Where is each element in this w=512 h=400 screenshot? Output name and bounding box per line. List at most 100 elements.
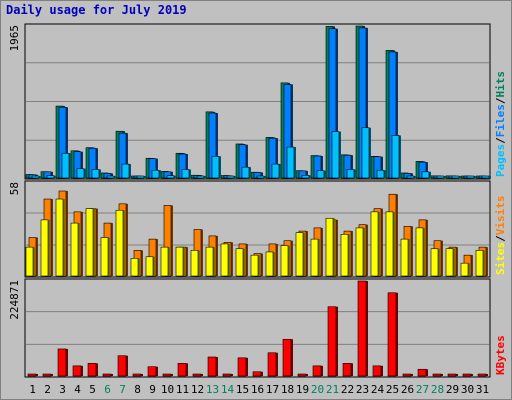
bar-pages-day-18 <box>286 146 295 179</box>
bar-pages-day-8 <box>136 175 145 179</box>
bar-kbytes-day-25 <box>387 292 397 377</box>
bar-pages-day-1 <box>31 175 40 179</box>
x-tick-day-1: 1 <box>29 383 36 396</box>
bar-sites-day-16 <box>250 254 259 277</box>
bar-sites-day-23 <box>355 227 364 277</box>
bar-pages-day-10 <box>166 175 175 179</box>
x-tick-day-14: 14 <box>221 383 235 396</box>
bar-kbytes-day-31 <box>477 373 487 377</box>
x-tick-day-3: 3 <box>59 383 66 396</box>
bar-sites-day-19 <box>295 232 304 277</box>
bar-sites-day-4 <box>70 222 79 277</box>
bar-sites-day-31 <box>475 250 484 277</box>
bar-kbytes-day-13 <box>207 356 217 377</box>
bar-pages-day-4 <box>76 168 85 179</box>
bar-sites-day-14 <box>220 243 229 277</box>
bar-pages-day-24 <box>376 169 385 179</box>
legend-item-sites: Sites <box>494 242 507 275</box>
bar-kbytes-day-27 <box>417 368 427 377</box>
bar-kbytes-day-17 <box>267 352 277 377</box>
legend-item-pages: Pages <box>494 144 507 177</box>
x-tick-day-5: 5 <box>89 383 96 396</box>
ymax-label-visits-sites: 58 <box>8 182 21 195</box>
bar-pages-day-22 <box>346 169 355 179</box>
x-tick-day-30: 30 <box>461 383 474 396</box>
bar-kbytes-day-12 <box>192 373 202 377</box>
legend-item-visits: Visits <box>494 196 507 236</box>
bar-sites-day-20 <box>310 238 319 277</box>
x-tick-day-17: 17 <box>266 383 279 396</box>
bar-pages-day-26 <box>406 175 415 179</box>
bar-pages-day-21 <box>331 131 340 179</box>
bar-kbytes-day-8 <box>132 373 142 377</box>
x-tick-day-27: 27 <box>416 383 429 396</box>
bar-kbytes-day-19 <box>297 373 307 377</box>
x-tick-day-13: 13 <box>206 383 219 396</box>
x-tick-day-26: 26 <box>401 383 414 396</box>
legend-item-separator: / <box>494 137 507 144</box>
legend-kbytes: KBytes <box>494 335 507 375</box>
bar-pages-day-31 <box>481 175 490 179</box>
bar-sites-day-3 <box>55 198 64 277</box>
bar-sites-day-9 <box>145 256 154 277</box>
bar-sites-day-8 <box>130 258 139 277</box>
bar-sites-day-26 <box>400 238 409 277</box>
bar-sites-day-13 <box>205 246 214 277</box>
bar-pages-day-7 <box>121 163 130 179</box>
bar-kbytes-day-10 <box>162 373 172 377</box>
panel-kbytes <box>24 278 491 378</box>
bar-pages-day-5 <box>91 169 100 179</box>
x-tick-day-16: 16 <box>251 383 264 396</box>
bar-sites-day-12 <box>190 250 199 277</box>
bar-pages-day-14 <box>226 175 235 179</box>
x-tick-day-24: 24 <box>371 383 385 396</box>
x-tick-day-7: 7 <box>119 383 126 396</box>
bar-kbytes-day-7 <box>117 355 127 377</box>
x-tick-day-20: 20 <box>311 383 324 396</box>
x-tick-day-15: 15 <box>236 383 249 396</box>
legend-item-separator: / <box>494 235 507 242</box>
bar-pages-day-6 <box>106 175 115 179</box>
x-tick-day-12: 12 <box>191 383 204 396</box>
bar-pages-day-28 <box>436 175 445 179</box>
bar-sites-day-15 <box>235 248 244 277</box>
bar-kbytes-day-4 <box>72 365 82 377</box>
x-tick-day-31: 31 <box>476 383 489 396</box>
bar-kbytes-day-14 <box>222 373 232 377</box>
x-tick-day-19: 19 <box>296 383 309 396</box>
bar-sites-day-21 <box>325 217 334 277</box>
x-tick-day-22: 22 <box>341 383 354 396</box>
bar-kbytes-day-11 <box>177 363 187 377</box>
chart-title: Daily usage for July 2019 <box>6 3 187 17</box>
bar-kbytes-day-3 <box>57 348 67 377</box>
x-tick-day-29: 29 <box>446 383 459 396</box>
bar-kbytes-day-6 <box>102 373 112 377</box>
bar-pages-day-27 <box>421 171 430 179</box>
ymax-label-kbytes: 224871 <box>8 280 21 320</box>
bar-sites-day-28 <box>430 248 439 277</box>
x-tick-day-23: 23 <box>356 383 369 396</box>
bar-pages-day-11 <box>181 169 190 179</box>
x-tick-day-25: 25 <box>386 383 399 396</box>
bar-kbytes-day-28 <box>432 373 442 377</box>
bar-pages-day-20 <box>316 170 325 179</box>
bar-sites-day-10 <box>160 246 169 277</box>
legend-item-hits: Hits <box>494 71 507 98</box>
bar-kbytes-day-22 <box>342 363 352 377</box>
bar-pages-day-19 <box>301 174 310 179</box>
x-tick-day-10: 10 <box>161 383 174 396</box>
bar-kbytes-day-9 <box>147 366 157 377</box>
bar-sites-day-30 <box>460 262 469 277</box>
bar-kbytes-day-18 <box>282 338 292 377</box>
bar-kbytes-day-2 <box>42 373 52 377</box>
bar-pages-day-9 <box>151 169 160 179</box>
bar-pages-day-12 <box>196 175 205 179</box>
x-tick-day-8: 8 <box>134 383 141 396</box>
bar-pages-day-13 <box>211 156 220 179</box>
bar-sites-day-5 <box>85 208 94 277</box>
bar-kbytes-day-26 <box>402 373 412 377</box>
x-tick-day-21: 21 <box>326 383 339 396</box>
bar-kbytes-day-16 <box>252 371 262 377</box>
legend-hits-files-pages: Pages/Files/Hits <box>494 71 507 177</box>
